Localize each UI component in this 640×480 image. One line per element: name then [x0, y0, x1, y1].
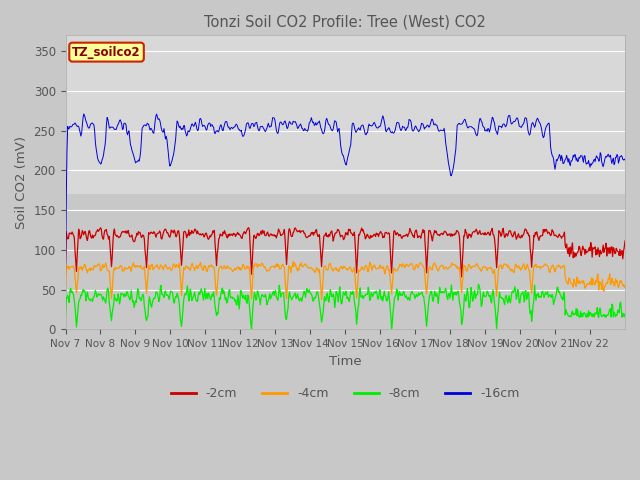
X-axis label: Time: Time — [329, 355, 362, 368]
Legend: -2cm, -4cm, -8cm, -16cm: -2cm, -4cm, -8cm, -16cm — [166, 383, 525, 406]
Title: Tonzi Soil CO2 Profile: Tree (West) CO2: Tonzi Soil CO2 Profile: Tree (West) CO2 — [204, 15, 486, 30]
Bar — [65, 19, 625, 194]
Bar — [65, 194, 625, 329]
Text: TZ_soilco2: TZ_soilco2 — [72, 46, 141, 59]
Y-axis label: Soil CO2 (mV): Soil CO2 (mV) — [15, 136, 28, 229]
